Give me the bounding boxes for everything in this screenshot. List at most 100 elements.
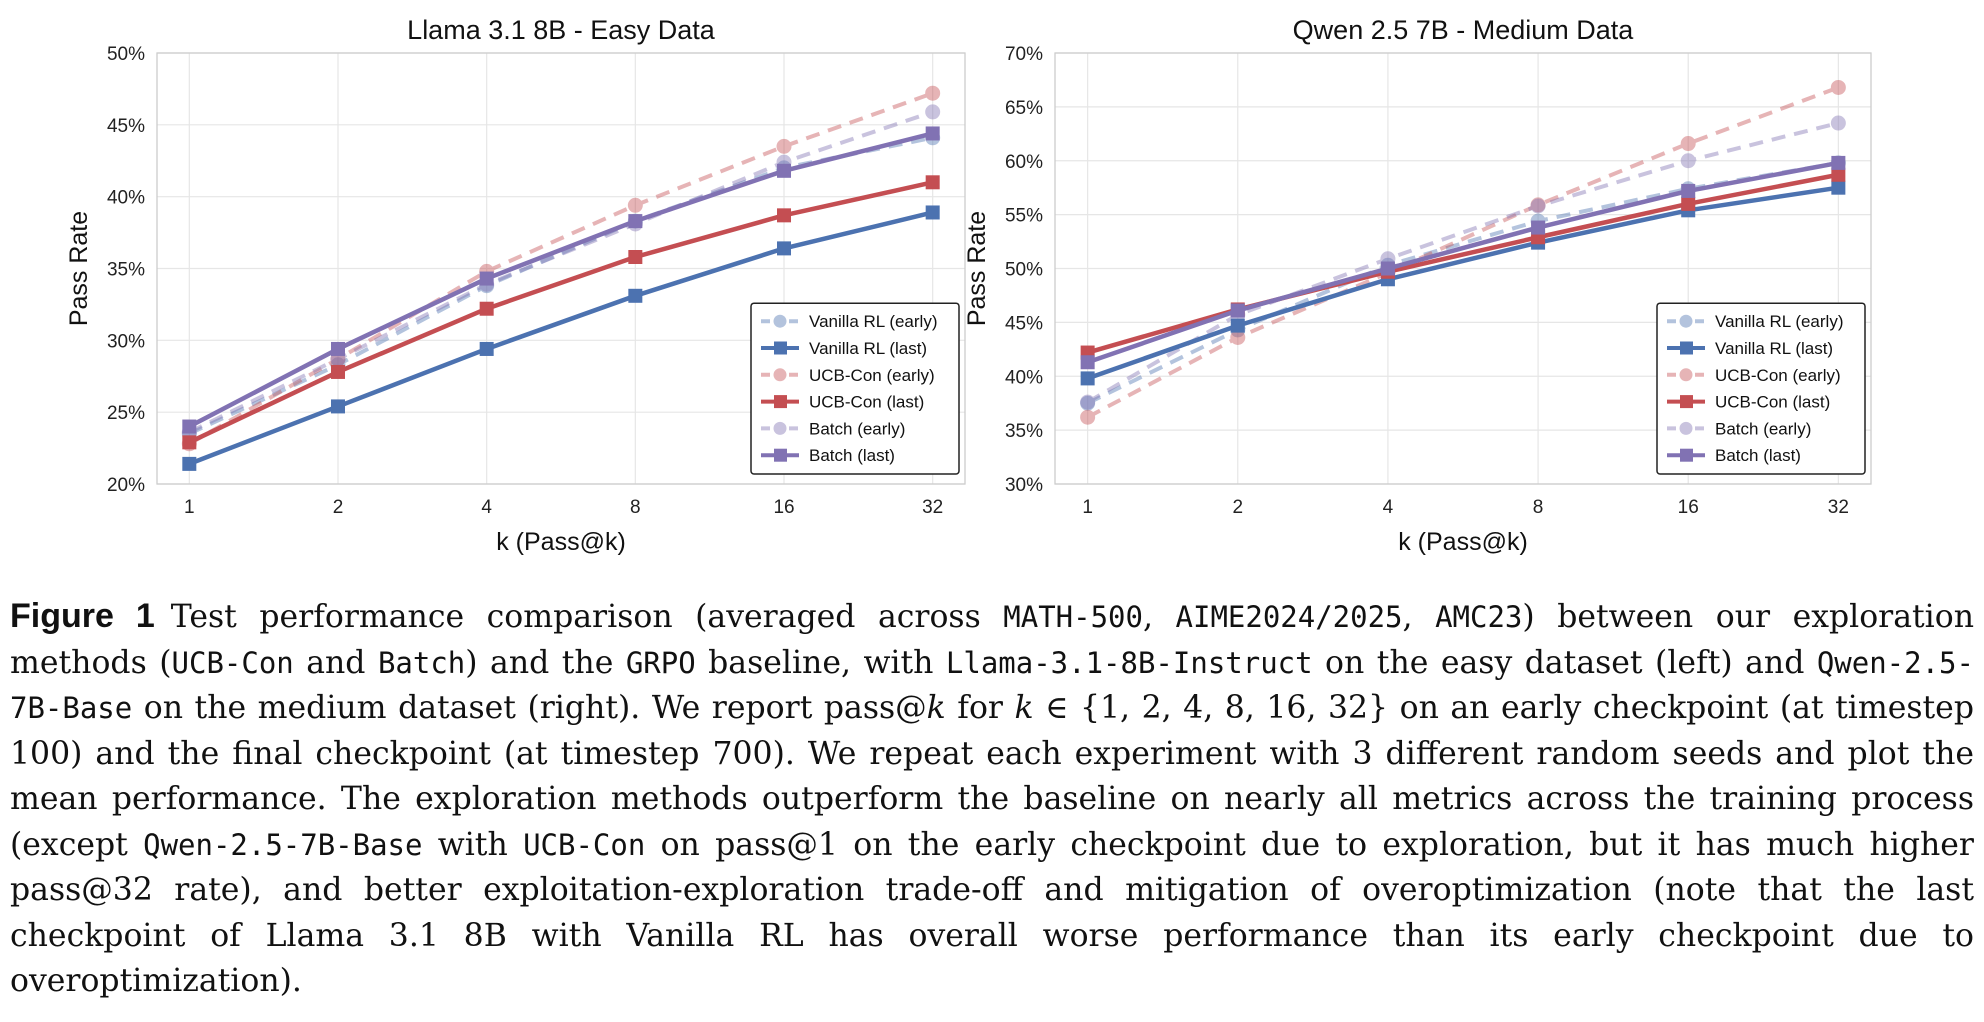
legend-label: Batch (last) bbox=[809, 446, 895, 465]
legend-swatch bbox=[761, 341, 799, 355]
caption-text: and bbox=[293, 644, 378, 681]
y-tick-label: 70% bbox=[1005, 44, 1043, 65]
y-tick-label: 45% bbox=[1005, 313, 1043, 334]
legend-label: UCB-Con (early) bbox=[1715, 366, 1841, 385]
series-line bbox=[188, 210, 934, 466]
data-point bbox=[1531, 220, 1546, 235]
legend-label: UCB-Con (last) bbox=[809, 393, 924, 412]
plot-frame bbox=[1054, 52, 1872, 485]
data-point bbox=[627, 197, 643, 213]
legend-label: UCB-Con (last) bbox=[1715, 393, 1830, 412]
data-point bbox=[628, 288, 643, 303]
legend-marker bbox=[774, 395, 787, 409]
series-line bbox=[188, 110, 934, 435]
x-tick-label: 16 bbox=[773, 497, 794, 518]
data-point bbox=[1530, 198, 1546, 214]
legend-marker bbox=[1680, 448, 1693, 462]
legend-label: Batch (early) bbox=[809, 419, 905, 438]
legend-marker bbox=[774, 448, 787, 462]
data-point bbox=[330, 364, 345, 379]
x-tick-label: 8 bbox=[1533, 497, 1544, 518]
y-tick-label: 30% bbox=[107, 331, 145, 352]
caption-code: Qwen-2.5-7B-Base bbox=[143, 827, 423, 862]
caption-text: for bbox=[945, 690, 1015, 726]
data-point bbox=[925, 126, 940, 141]
caption-code: GRPO bbox=[625, 645, 696, 680]
legend-item: Vanilla RL (early) bbox=[1667, 312, 1844, 331]
caption-text: on the easy dataset (left) and bbox=[1312, 644, 1817, 681]
data-point bbox=[1080, 394, 1096, 410]
chart-panel-2: 30% 35% 40% 45% 50% 55% 60% 65% 70% 1 2 4 8 16 32 Qwen … bbox=[963, 15, 1872, 556]
figure-caption: Figure 1 Test performance comparison (ave… bbox=[10, 594, 1974, 1005]
series-vanilla-rl-last bbox=[1080, 180, 1846, 386]
series-line bbox=[1086, 160, 1839, 365]
data-point bbox=[925, 85, 941, 101]
legend-swatch bbox=[761, 421, 799, 435]
legend-item: Batch (last) bbox=[761, 446, 895, 465]
legend-label: Vanilla RL (last) bbox=[809, 339, 927, 358]
data-point bbox=[1230, 318, 1245, 333]
data-point bbox=[925, 104, 941, 120]
legend-box bbox=[1656, 302, 1866, 475]
legend: Vanilla RL (early) Vanilla RL (last) UCB-C… bbox=[1656, 302, 1866, 475]
x-tick-label: 4 bbox=[1383, 497, 1394, 518]
legend-marker bbox=[1679, 421, 1693, 435]
legend-swatch bbox=[1667, 448, 1705, 462]
plot-frame bbox=[156, 52, 966, 485]
legend-label: UCB-Con (early) bbox=[809, 366, 935, 385]
data-point bbox=[1530, 197, 1546, 213]
legend-marker bbox=[774, 341, 787, 355]
legend-label: Batch (last) bbox=[1715, 446, 1801, 465]
data-point bbox=[628, 250, 643, 265]
legend-swatch bbox=[761, 314, 799, 328]
y-tick-label: 55% bbox=[1005, 206, 1043, 227]
legend-swatch bbox=[1667, 368, 1705, 382]
caption-code: AMC23 bbox=[1435, 600, 1523, 634]
series-line bbox=[188, 91, 934, 446]
legend-item: UCB-Con (early) bbox=[761, 366, 935, 385]
series-line bbox=[188, 131, 934, 429]
caption-text: , bbox=[1142, 599, 1176, 635]
y-tick-label: 30% bbox=[1005, 475, 1043, 496]
y-axis-label: Pass Rate bbox=[963, 211, 991, 326]
y-tick-label: 60% bbox=[1005, 152, 1043, 173]
legend-item: Batch (early) bbox=[1667, 419, 1811, 438]
legend-label: Batch (early) bbox=[1715, 419, 1811, 438]
x-tick-label: 32 bbox=[1828, 497, 1849, 518]
legend: Vanilla RL (early) Vanilla RL (last) UCB-C… bbox=[750, 302, 960, 475]
y-tick-label: 20% bbox=[107, 475, 145, 496]
caption-text: on the medium dataset (right). We report… bbox=[132, 690, 927, 726]
legend-marker bbox=[773, 314, 787, 328]
data-point bbox=[1230, 303, 1245, 318]
data-point bbox=[1681, 196, 1696, 211]
legend-swatch bbox=[761, 395, 799, 409]
caption-text: on pass@1 on the early checkpoint due to… bbox=[10, 826, 1974, 1000]
legend-label: Vanilla RL (early) bbox=[1715, 312, 1844, 331]
legend-marker bbox=[1680, 341, 1693, 355]
series-ucb-con-last bbox=[182, 175, 940, 450]
legend-item: Vanilla RL (early) bbox=[761, 312, 938, 331]
chart-title: Qwen 2.5 7B - Medium Data bbox=[1293, 15, 1635, 45]
data-point bbox=[777, 208, 792, 223]
data-point bbox=[1680, 136, 1696, 152]
caption-code: Qwen-2.5-7B-Base bbox=[10, 645, 1974, 726]
x-tick-label: 2 bbox=[333, 497, 344, 518]
data-point bbox=[1681, 183, 1696, 198]
data-point bbox=[777, 163, 792, 178]
data-point bbox=[1830, 115, 1846, 131]
caption-code: Batch bbox=[377, 645, 466, 680]
y-tick-label: 35% bbox=[1005, 421, 1043, 442]
data-point bbox=[1080, 371, 1095, 386]
data-point bbox=[925, 205, 940, 220]
x-tick-label: 4 bbox=[481, 497, 492, 518]
y-tick-label: 50% bbox=[107, 44, 145, 65]
x-axis-label: k (Pass@k) bbox=[496, 528, 626, 556]
data-point bbox=[330, 399, 345, 414]
series-line bbox=[1086, 121, 1839, 404]
series-line bbox=[188, 180, 934, 445]
caption-code: AIME2024/2025 bbox=[1175, 600, 1403, 634]
y-tick-label: 35% bbox=[107, 260, 145, 281]
legend-marker bbox=[1680, 395, 1693, 409]
series-line bbox=[1086, 160, 1839, 405]
data-point bbox=[1080, 395, 1096, 411]
